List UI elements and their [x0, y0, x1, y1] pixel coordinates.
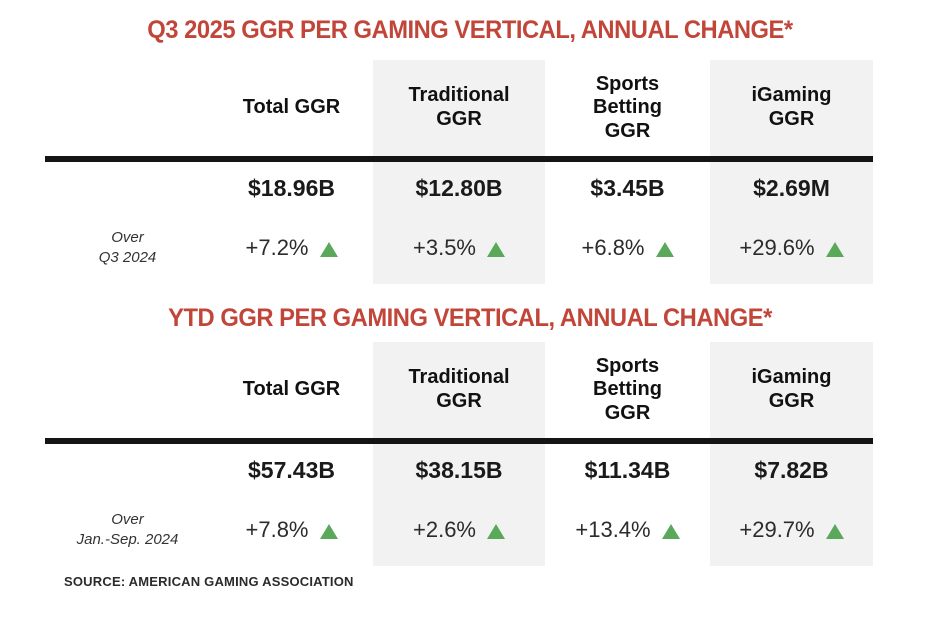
q3-table-grid: Total GGR Traditional GGR Sports Betting…	[45, 60, 875, 284]
column-header-sports-betting: Sports Betting GGR	[593, 72, 662, 142]
column-header-igaming: iGaming GGR	[751, 366, 832, 412]
change-value-traditional: +2.6%	[373, 494, 545, 566]
change-value-total: +7.2%	[210, 212, 373, 284]
corner-cell	[45, 60, 210, 156]
ggr-value-total: $18.96B	[248, 174, 335, 201]
q3-table-title: Q3 2025 GGR PER GAMING VERTICAL, ANNUAL …	[147, 16, 793, 44]
change-text: +3.5%	[413, 235, 476, 260]
change-value-igaming: +29.7%	[710, 494, 873, 566]
column-header-total: Total GGR	[242, 378, 341, 401]
row-period-label: Over Q3 2024	[98, 228, 157, 266]
column-header-traditional: Traditional GGR	[408, 84, 510, 130]
ggr-value-sports-betting: $3.45B	[590, 174, 665, 201]
change-value-sports-betting: +6.8%	[545, 212, 710, 284]
change-value-total: +7.8%	[210, 494, 373, 566]
change-value-traditional: +3.5%	[373, 212, 545, 284]
change-text: +6.8%	[581, 235, 645, 260]
source-note: SOURCE: AMERICAN GAMING ASSOCIATION	[64, 574, 354, 589]
corner-cell	[45, 342, 210, 438]
column-shade-traditional	[373, 342, 545, 566]
change-text: +13.4%	[575, 517, 651, 542]
column-shade-traditional	[373, 60, 545, 284]
ggr-value-sports-betting: $11.34B	[584, 456, 671, 483]
column-header-total: Total GGR	[242, 96, 341, 119]
up-arrow-icon	[825, 523, 844, 539]
up-arrow-icon	[661, 523, 680, 539]
ytd-table-title: YTD GGR PER GAMING VERTICAL, ANNUAL CHAN…	[168, 304, 772, 332]
change-text: +2.6%	[413, 517, 476, 542]
up-arrow-icon	[319, 523, 338, 539]
change-text: +29.7%	[739, 517, 815, 542]
up-arrow-icon	[487, 241, 505, 257]
row-label-blank	[45, 162, 210, 212]
ggr-value-igaming: $2.69M	[753, 174, 830, 201]
ytd-ggr-table: Total GGR Traditional GGR Sports Betting…	[45, 342, 875, 566]
ytd-table-grid: Total GGR Traditional GGR Sports Betting…	[45, 342, 875, 566]
ggr-value-igaming: $7.82B	[754, 456, 829, 483]
column-header-igaming: iGaming GGR	[751, 84, 832, 130]
ggr-value-total: $57.43B	[248, 456, 335, 483]
up-arrow-icon	[319, 241, 338, 257]
divider-rule	[45, 156, 873, 162]
change-text: +7.2%	[245, 235, 309, 260]
change-value-igaming: +29.6%	[710, 212, 873, 284]
q3-ggr-table: Total GGR Traditional GGR Sports Betting…	[45, 60, 875, 284]
column-header-traditional: Traditional GGR	[408, 366, 510, 412]
change-value-sports-betting: +13.4%	[545, 494, 710, 566]
row-period-label: Over Jan.-Sep. 2024	[76, 510, 179, 548]
column-header-sports-betting: Sports Betting GGR	[593, 354, 662, 424]
ggr-value-traditional: $38.15B	[415, 456, 503, 483]
up-arrow-icon	[655, 241, 674, 257]
row-label-blank	[45, 444, 210, 494]
column-shade-igaming	[710, 60, 873, 284]
change-text: +29.6%	[739, 235, 815, 260]
column-shade-igaming	[710, 342, 873, 566]
up-arrow-icon	[487, 523, 505, 539]
ggr-value-traditional: $12.80B	[415, 174, 503, 201]
divider-rule	[45, 438, 873, 444]
up-arrow-icon	[825, 241, 844, 257]
change-text: +7.8%	[245, 517, 309, 542]
